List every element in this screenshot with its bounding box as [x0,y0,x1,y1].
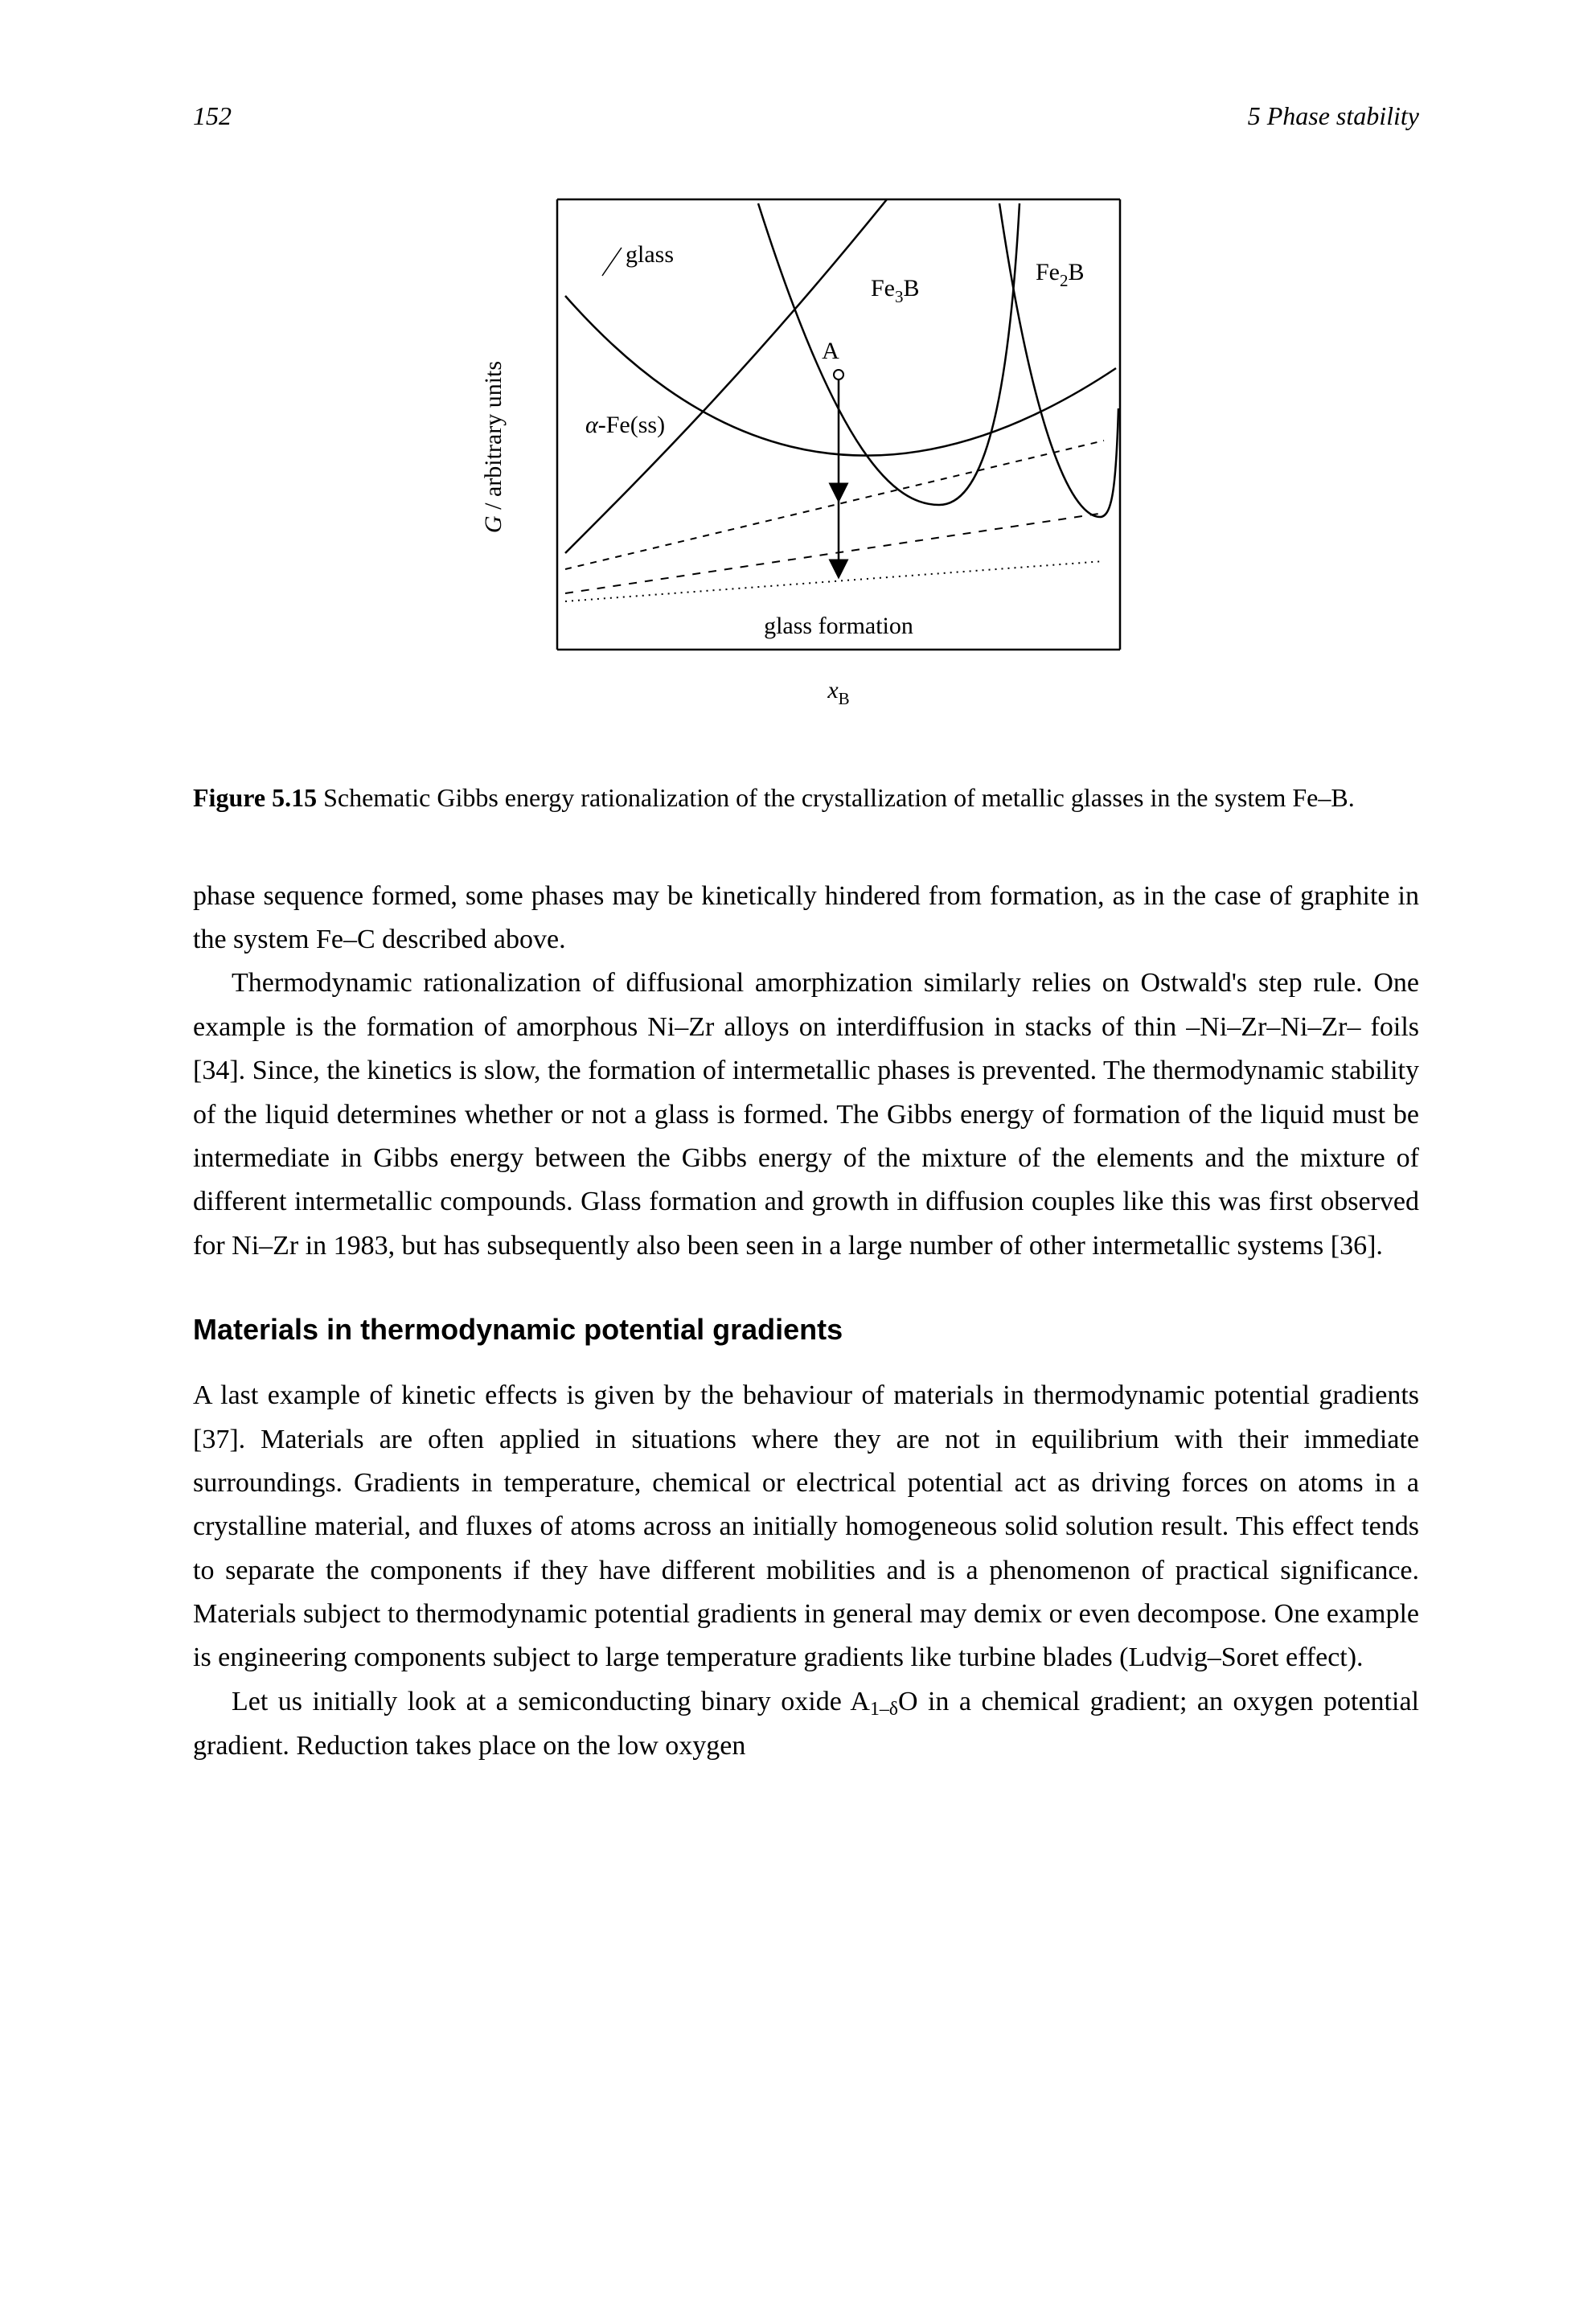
body-block-1: phase sequence formed, some phases may b… [193,875,1419,1269]
svg-text:G / arbitrary units: G / arbitrary units [480,361,507,533]
subheading-materials-gradients: Materials in thermodynamic potential gra… [193,1308,1419,1351]
caption-label: Figure 5.15 [193,783,317,812]
svg-text:α-Fe(ss): α-Fe(ss) [585,412,665,438]
figure-caption: Figure 5.15 Schematic Gibbs energy ratio… [193,778,1419,818]
paragraph-binary-oxide: Let us initially look at a semiconductin… [193,1680,1419,1768]
svg-text:xB: xB [827,677,849,708]
svg-text:glass formation: glass formation [764,613,913,639]
svg-text:A: A [822,338,839,364]
body-block-2: A last example of kinetic effects is giv… [193,1374,1419,1768]
running-head: 5 Phase stability [1248,96,1419,135]
svg-text:glass: glass [626,241,674,268]
p4-prefix: Let us initially look at a semiconductin… [232,1687,870,1716]
figure-5-15: G / arbitrary units xB glass α-Fe(ss) Fe3B Fe… [193,167,1419,746]
page-header: 152 5 Phase stability [193,96,1419,135]
paragraph-gradients-intro: A last example of kinetic effects is giv… [193,1374,1419,1680]
svg-text:Fe3B: Fe3B [871,275,920,306]
paragraph-continuation: phase sequence formed, some phases may b… [193,875,1419,962]
page-number: 152 [193,96,232,135]
svg-text:Fe2B: Fe2B [1036,259,1085,290]
paragraph-thermo-rationalization: Thermodynamic rationalization of diffusi… [193,962,1419,1268]
caption-text: Schematic Gibbs energy rationalization o… [323,783,1355,812]
p4-subscript: 1–δ [870,1699,898,1720]
gibbs-energy-schematic: G / arbitrary units xB glass α-Fe(ss) Fe3B Fe… [445,167,1168,746]
